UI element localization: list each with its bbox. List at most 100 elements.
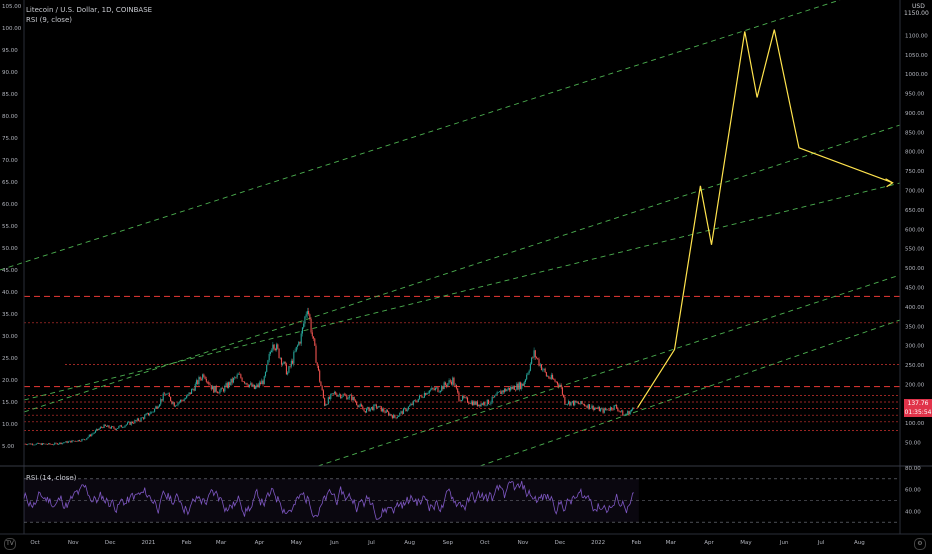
candle-body [234,377,236,378]
candle-body [343,394,345,395]
candle-body [126,422,129,425]
candle-body [70,440,72,443]
candle-body [389,414,391,416]
candle-body [304,316,306,324]
candle-body [352,396,354,401]
candle-body [139,420,141,422]
candle-body [332,393,334,394]
channel-line [0,0,841,271]
candle-body [351,394,353,401]
candle-body [306,311,308,315]
candle-body [71,440,73,443]
candle-body [88,434,90,437]
candle-body [165,394,167,396]
candle-body [32,443,34,445]
candle-body [374,404,376,406]
candle-body [54,442,56,445]
candle-body [178,401,180,403]
candle-body [390,414,392,416]
candle-body [131,421,133,424]
candle-body [593,408,595,410]
candle-body [118,426,120,429]
candle-body [580,401,582,405]
candle-body [77,440,79,442]
candle-body [319,370,321,382]
candle-body [438,391,440,393]
candle-body [512,386,514,389]
candle-body [129,421,131,425]
candle-body [454,385,456,386]
candle-body [314,338,316,346]
candle-body [239,374,241,375]
candle-body [135,420,137,421]
time-axis-label: Nov [518,540,529,546]
candle-body [91,434,93,437]
candle-body [586,406,588,409]
candle-body [443,382,445,390]
candle-body [356,402,358,405]
candle-body [226,383,228,388]
candle-body [277,344,279,349]
candle-body [133,423,135,424]
candle-body [109,427,111,429]
right-axis-tick: 700.00 [905,189,925,195]
candle-body [632,407,634,410]
candle-body [588,404,591,409]
candle-body [609,407,612,411]
candle-body [43,443,45,444]
candle-body [94,430,97,433]
candle-body [439,390,441,392]
time-axis-label: Mar [666,540,677,546]
candle-body [208,381,210,385]
candle-body [117,428,119,429]
candle-body [179,399,182,402]
candle-body [37,442,39,444]
right-axis-tick: 800.00 [905,150,925,156]
candle-body [401,411,403,414]
candle-body [191,389,193,394]
candle-body [294,351,296,353]
candle-body [61,442,63,445]
candle-body [167,393,169,395]
candle-body [383,408,385,412]
tv-logo-icon[interactable]: TV [4,538,16,550]
candle-body [80,441,82,442]
candle-body [33,444,35,446]
candle-body [60,442,62,445]
candle-body [474,401,476,405]
candle-body [422,397,424,399]
candle-body [532,357,534,359]
candle-body [561,387,563,395]
time-axis-label: May [740,540,752,546]
candle-body [475,401,477,405]
candle-body [246,382,248,386]
right-axis-tick: 500.00 [905,266,925,272]
candle-body [431,387,433,390]
candle-body [575,400,577,403]
candle-body [555,381,557,383]
time-axis-label: 2022 [591,540,605,546]
candle-body [497,392,499,393]
candle-body [430,389,432,391]
candle-body [624,414,626,416]
candle-body [473,401,475,406]
candle-body [539,364,541,366]
candle-body [103,424,105,428]
candle-body [502,390,504,393]
candle-body [320,381,322,387]
candle-body [125,424,127,426]
candle-body [433,388,435,390]
candle-body [282,363,284,365]
candle-body [199,377,201,380]
left-axis-tick: 25.00 [2,356,18,362]
candle-body [303,323,305,328]
candle-body [45,443,47,445]
candle-body [24,443,26,445]
candle-body [146,412,148,414]
settings-gear-icon[interactable]: ⚙ [914,538,926,550]
candle-body [524,379,527,382]
candle-body [30,443,32,445]
candle-body [570,402,572,406]
